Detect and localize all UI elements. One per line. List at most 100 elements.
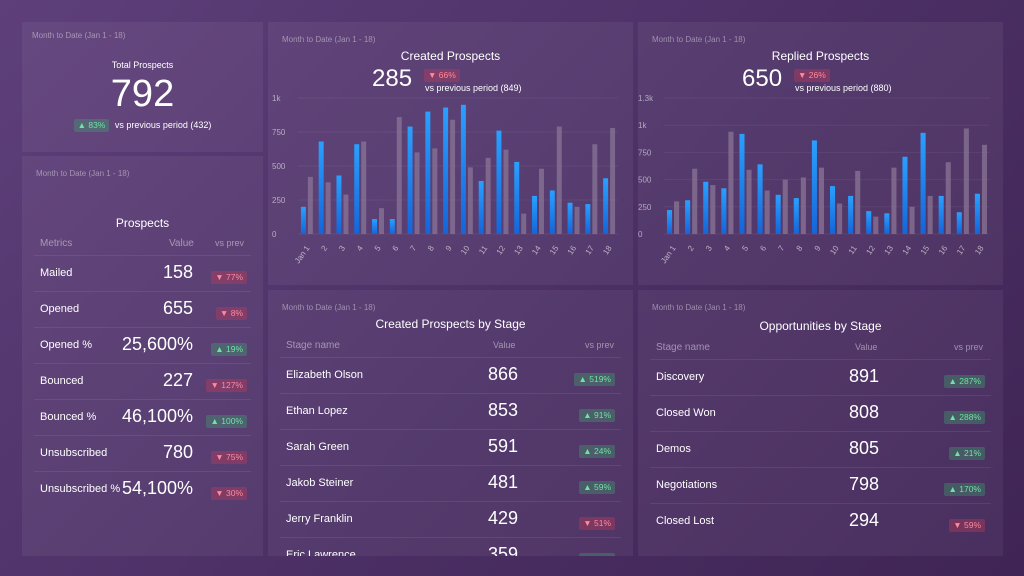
table-row: Eric Lawrence 359 ▲ 13%: [280, 537, 621, 556]
bar-current[interactable]: [866, 211, 872, 234]
row-value: 359: [487, 544, 518, 556]
bar-previous[interactable]: [503, 149, 509, 234]
bar-previous[interactable]: [674, 201, 680, 234]
bar-current[interactable]: [811, 140, 817, 234]
replied-prospects-panel: Month to Date (Jan 1 - 18) Replied Prosp…: [638, 22, 1003, 285]
bar-previous[interactable]: [485, 157, 491, 234]
bar-previous[interactable]: [818, 167, 825, 234]
increase-badge: ▲ 13%: [579, 553, 615, 556]
bar-current[interactable]: [721, 188, 727, 234]
bar-current[interactable]: [666, 210, 673, 234]
bar-previous[interactable]: [710, 185, 716, 234]
bar-current[interactable]: [354, 144, 360, 234]
bar-previous[interactable]: [361, 141, 367, 234]
y-tick-label: 500: [638, 176, 652, 185]
bar-previous[interactable]: [963, 128, 969, 234]
bar-previous[interactable]: [981, 144, 988, 234]
bar-previous[interactable]: [728, 131, 734, 234]
decrease-badge: ▼ 127%: [206, 379, 247, 392]
panel-subtitle: Month to Date (Jan 1 - 18): [282, 35, 376, 44]
bar-previous[interactable]: [556, 126, 562, 234]
bar-current[interactable]: [532, 195, 537, 234]
bar-previous[interactable]: [855, 170, 861, 234]
bar-previous[interactable]: [837, 203, 843, 234]
bar-current[interactable]: [443, 107, 449, 234]
bar-current[interactable]: [603, 178, 609, 234]
change-value: 24%: [593, 446, 611, 456]
bar-previous[interactable]: [782, 179, 788, 234]
bar-previous[interactable]: [467, 167, 473, 234]
bar-current[interactable]: [757, 164, 763, 234]
y-tick-label: 250: [272, 196, 286, 205]
bar-current[interactable]: [567, 202, 573, 234]
bar-current[interactable]: [775, 194, 781, 234]
bar-previous[interactable]: [592, 144, 598, 234]
table-row: Bounced % 46,100% ▲ 100%: [34, 399, 251, 435]
bar-previous[interactable]: [610, 127, 616, 234]
bar-previous[interactable]: [379, 208, 384, 234]
bar-current[interactable]: [496, 130, 502, 234]
bar-current[interactable]: [902, 156, 908, 234]
bar-previous[interactable]: [873, 216, 879, 234]
decrease-badge: ▼ 51%: [579, 517, 615, 530]
bar-previous[interactable]: [891, 167, 897, 234]
bar-current[interactable]: [318, 141, 324, 234]
bar-previous[interactable]: [539, 168, 544, 234]
bar-previous[interactable]: [574, 206, 580, 234]
bar-current[interactable]: [793, 198, 799, 234]
bar-current[interactable]: [300, 206, 306, 234]
change-value: 26%: [808, 70, 826, 80]
bar-current[interactable]: [920, 132, 926, 234]
row-value: 798: [848, 474, 879, 494]
bar-current[interactable]: [425, 111, 431, 234]
bar-previous[interactable]: [945, 162, 951, 234]
bar-previous[interactable]: [307, 176, 313, 234]
bar-current[interactable]: [956, 212, 962, 234]
bar-current[interactable]: [336, 175, 342, 234]
row-value: 655: [162, 298, 193, 318]
row-name: Discovery: [656, 371, 705, 383]
row-change: ▼ 75%: [211, 447, 247, 465]
x-tick-label: 13: [512, 244, 525, 257]
row-value: 429: [487, 508, 518, 528]
bar-current[interactable]: [549, 190, 555, 234]
change-badge: ▼ 66%: [424, 69, 460, 82]
change-value: 51%: [593, 518, 611, 528]
bar-previous[interactable]: [396, 117, 402, 234]
bar-previous[interactable]: [414, 152, 420, 234]
bar-current[interactable]: [585, 204, 591, 234]
table-row: Bounced 227 ▼ 127%: [34, 363, 251, 399]
bar-current[interactable]: [884, 213, 890, 234]
bar-current[interactable]: [407, 126, 413, 234]
bar-previous[interactable]: [450, 119, 456, 234]
y-tick-label: 500: [272, 162, 286, 171]
bar-current[interactable]: [829, 186, 836, 234]
bar-previous[interactable]: [692, 168, 698, 234]
bar-current[interactable]: [739, 133, 745, 234]
bar-current[interactable]: [389, 219, 395, 234]
bar-previous[interactable]: [909, 206, 915, 234]
change-value: 170%: [959, 484, 981, 494]
bar-previous[interactable]: [800, 177, 806, 234]
bar-current[interactable]: [460, 104, 466, 234]
y-tick-label: 750: [638, 148, 652, 157]
bar-previous[interactable]: [764, 190, 770, 234]
bar-previous[interactable]: [432, 148, 438, 234]
bar-current[interactable]: [478, 180, 484, 234]
bar-current[interactable]: [848, 195, 854, 234]
bar-previous[interactable]: [343, 194, 349, 234]
bar-current[interactable]: [514, 161, 520, 234]
bar-previous[interactable]: [746, 169, 752, 234]
change-value: 287%: [959, 376, 981, 386]
bar-previous[interactable]: [927, 195, 933, 234]
arrow-down-icon: ▼: [219, 308, 231, 318]
bar-current[interactable]: [685, 200, 691, 234]
bar-current[interactable]: [703, 181, 709, 234]
bar-current[interactable]: [974, 193, 980, 234]
x-tick-label: 13: [883, 244, 896, 257]
bar-current[interactable]: [372, 219, 377, 234]
bar-previous[interactable]: [325, 182, 331, 234]
arrow-down-icon: ▼: [953, 520, 964, 530]
bar-previous[interactable]: [521, 213, 527, 234]
bar-current[interactable]: [938, 195, 944, 234]
